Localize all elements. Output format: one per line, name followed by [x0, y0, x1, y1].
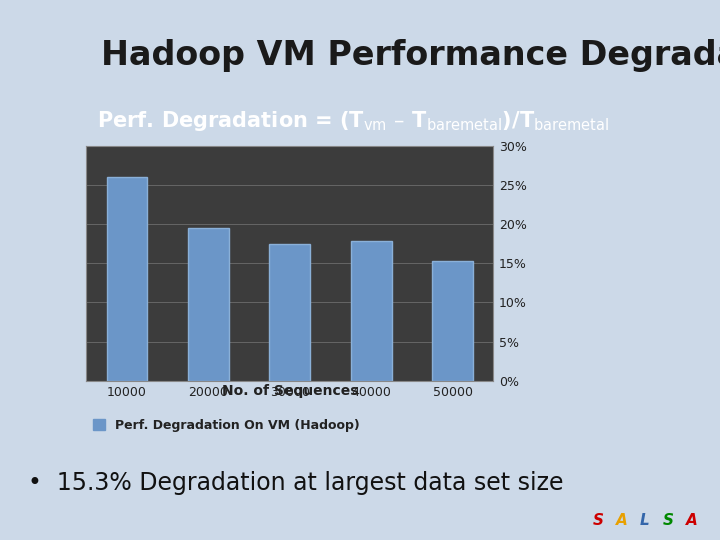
Bar — [432, 261, 473, 381]
Text: Hadoop VM Performance Degradation: Hadoop VM Performance Degradation — [101, 39, 720, 72]
Text: L: L — [639, 513, 649, 528]
Bar — [351, 241, 392, 381]
Bar — [188, 228, 229, 381]
Text: S: S — [662, 513, 674, 528]
Bar — [269, 244, 310, 381]
Text: S: S — [593, 513, 604, 528]
Text: Perf. Degradation = (T$_{\mathrm{vm}}$ – T$_{\mathrm{baremetal}}$)/T$_{\mathrm{b: Perf. Degradation = (T$_{\mathrm{vm}}$ –… — [97, 109, 610, 133]
Text: •  15.3% Degradation at largest data set size: • 15.3% Degradation at largest data set … — [27, 471, 563, 495]
Bar — [107, 177, 148, 381]
Text: A: A — [616, 513, 628, 528]
Text: No. of Sequences: No. of Sequences — [222, 384, 358, 399]
Text: A: A — [686, 513, 698, 528]
Legend: Perf. Degradation On VM (Hadoop): Perf. Degradation On VM (Hadoop) — [93, 418, 360, 432]
